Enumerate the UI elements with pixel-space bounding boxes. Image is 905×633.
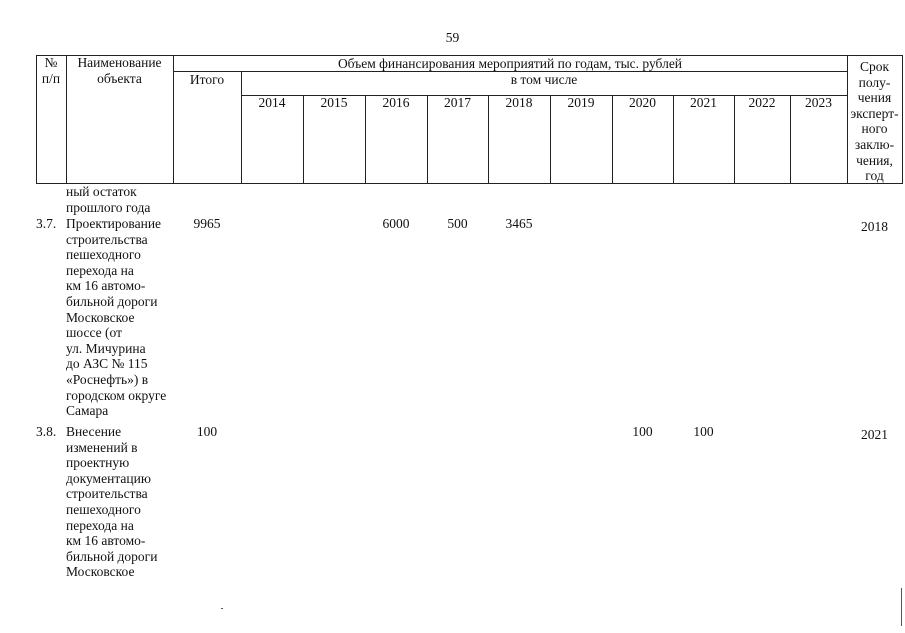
- page-number: 59: [445, 30, 460, 45]
- header-including: в том числе: [510, 72, 578, 87]
- year-2022: 2022: [748, 95, 776, 110]
- header-total: Итого: [189, 72, 225, 87]
- header-deadline: Срок полу- чения эксперт- ного заклю- че…: [850, 59, 899, 184]
- year-2017: 2017: [444, 95, 471, 110]
- year-2016: 2016: [382, 95, 410, 110]
- year-2018: 2018: [505, 95, 533, 110]
- year-2014: 2014: [258, 95, 286, 110]
- scan-artifact-dot: [221, 608, 223, 609]
- row-2021: 100: [693, 424, 714, 439]
- row-2017: 500: [447, 216, 468, 231]
- header-funding: Объем финансирования мероприятий по года…: [337, 56, 683, 71]
- year-2019: 2019: [567, 95, 595, 110]
- row-deadline: 2021: [861, 427, 888, 442]
- year-2023: 2023: [805, 95, 832, 110]
- row-2020: 100: [632, 424, 653, 439]
- row-number: 3.7.: [36, 216, 57, 231]
- year-2020: 2020: [629, 95, 656, 110]
- row-name: Внесение изменений в проектную документа…: [66, 424, 158, 580]
- header-number: № п/п: [41, 55, 61, 86]
- row-number: 3.8.: [36, 424, 57, 439]
- row-total: 100: [196, 424, 218, 439]
- row-2018: 3465: [505, 216, 533, 231]
- year-2021: 2021: [690, 95, 717, 110]
- header-name: Наименование объекта: [77, 55, 162, 86]
- row-deadline: 2018: [861, 219, 888, 234]
- row-name: Проектирование строительства пешеходного…: [66, 216, 167, 419]
- carryover-text: ный остаток прошлого года: [66, 184, 151, 215]
- year-2015: 2015: [320, 95, 348, 110]
- scan-artifact-line: [901, 588, 902, 626]
- row-2016: 6000: [382, 216, 410, 231]
- row-total: 9965: [193, 216, 221, 231]
